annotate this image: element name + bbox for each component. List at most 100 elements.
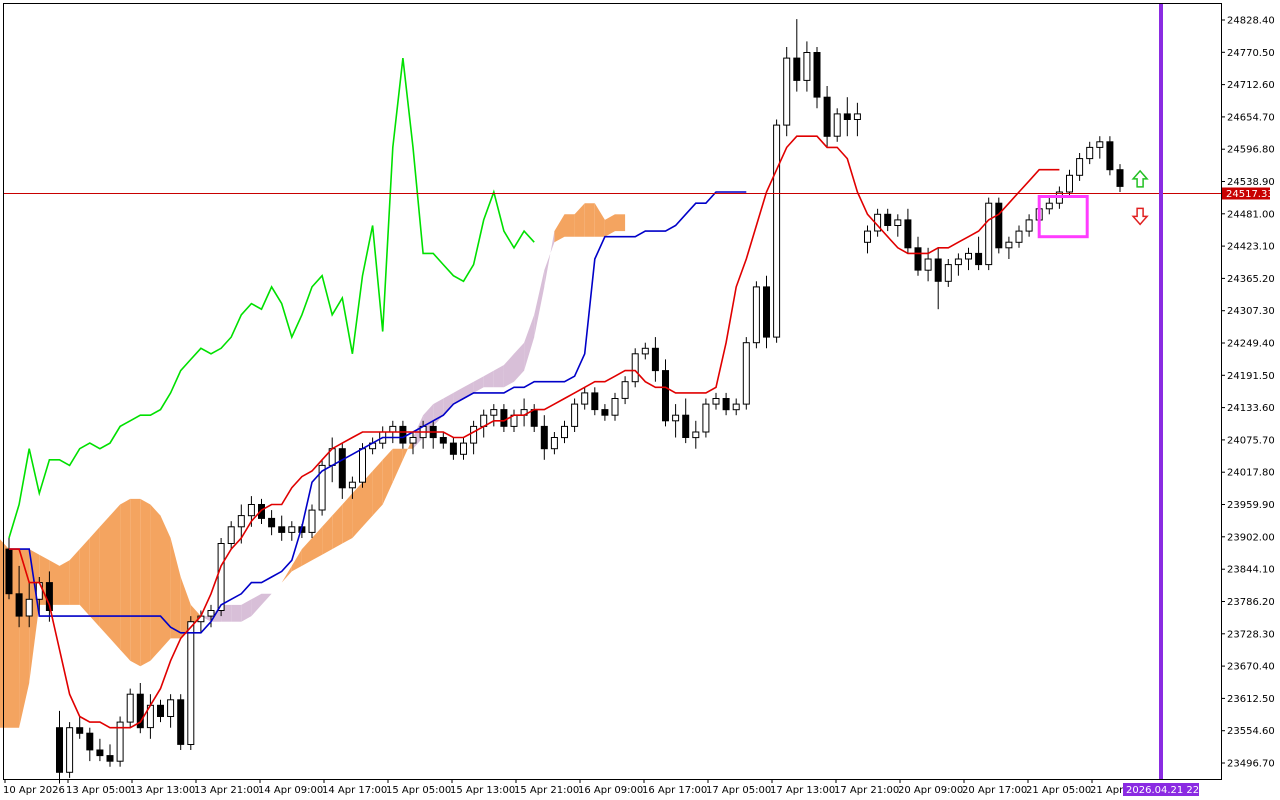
time-marker-tag <box>1123 783 1199 796</box>
time-tick-label: 13 Apr 21:00 <box>194 785 259 796</box>
price-tick-label: 24538.90 <box>1227 177 1275 188</box>
candle-body <box>611 398 619 416</box>
candle-body <box>581 392 589 405</box>
candle-body <box>954 258 962 266</box>
candle-body <box>15 593 23 617</box>
candle-body <box>965 252 972 260</box>
candle-body <box>288 526 296 533</box>
kumo-segment <box>332 504 343 550</box>
time-tick-label: 15 Apr 21:00 <box>514 785 579 796</box>
candle-body <box>975 252 983 266</box>
kumo-segment <box>342 493 353 544</box>
candle-body <box>793 57 801 81</box>
candle-body <box>1086 146 1094 160</box>
kumo-segment <box>261 593 272 605</box>
candle-body <box>621 381 629 399</box>
kumo-segment <box>574 203 585 237</box>
candle-body <box>803 52 811 81</box>
candle-body <box>702 403 710 433</box>
candle-body <box>914 247 922 271</box>
candle-body <box>106 755 114 762</box>
candle-body <box>773 124 781 338</box>
kumo-segment <box>160 515 171 650</box>
candle-body <box>348 481 356 489</box>
price-tick-label: 23496.70 <box>1227 759 1275 770</box>
kumo-segment <box>524 314 535 371</box>
candle-body <box>742 342 750 405</box>
time-tick-label: 20 Apr 09:00 <box>898 785 963 796</box>
current-price-tag <box>1222 187 1270 200</box>
price-tick-label: 24828.40 <box>1227 16 1275 27</box>
time-tick-label: 14 Apr 09:00 <box>258 785 323 796</box>
candle-body <box>783 57 791 126</box>
time-tick-label: 21 Apr 05:00 <box>1026 785 1091 796</box>
candle-body <box>86 732 94 751</box>
kumo-segment <box>544 231 555 287</box>
kumo-segment <box>534 270 545 338</box>
candle-body <box>1076 158 1084 176</box>
candle-body <box>490 409 498 416</box>
kumo-segment <box>110 504 121 650</box>
candle-body <box>631 353 639 383</box>
candle-body <box>571 403 579 427</box>
price-tick-label: 24596.80 <box>1227 145 1275 156</box>
candle-body <box>985 202 993 266</box>
candle-body <box>722 398 730 411</box>
candle-body <box>96 749 104 757</box>
candle-body <box>5 548 13 595</box>
candle-body <box>247 504 255 517</box>
candle-body <box>76 727 84 734</box>
price-tick-label: 24365.20 <box>1227 274 1275 285</box>
candle-body <box>1045 202 1053 210</box>
price-tick-label: 24133.60 <box>1227 403 1275 414</box>
time-tick-label: 17 Apr 21:00 <box>834 785 899 796</box>
kumo-segment <box>584 203 595 237</box>
candle-body <box>662 370 669 422</box>
plot-frame <box>3 3 1222 780</box>
candle-body <box>399 425 407 444</box>
kumo-segment <box>99 515 110 639</box>
candle-body <box>550 437 558 450</box>
kumo-segment <box>130 498 141 667</box>
candle-body <box>843 113 851 121</box>
kumo-segment <box>312 526 323 561</box>
candle-body <box>651 347 659 372</box>
candle-body <box>934 258 942 282</box>
kumo-segment <box>301 538 312 566</box>
kumo-segment <box>503 353 514 388</box>
price-tick-label: 23670.40 <box>1227 662 1275 673</box>
price-tick-label: 23786.20 <box>1227 597 1275 608</box>
time-tick-label: 17 Apr 05:00 <box>706 785 771 796</box>
candle-body <box>338 448 346 489</box>
candle-body <box>409 437 417 444</box>
price-tick-label: 23728.30 <box>1227 629 1275 640</box>
price-tick-label: 23844.10 <box>1227 565 1275 576</box>
candle-body <box>359 448 366 483</box>
candle-body <box>1005 241 1013 249</box>
kumo-segment <box>372 459 383 516</box>
time-tick-label: 15 Apr 13:00 <box>450 785 515 796</box>
candle-body <box>308 509 316 533</box>
time-tick-label: 10 Apr 2026 <box>3 785 65 796</box>
candle-body <box>126 693 134 723</box>
candle-body <box>561 425 568 439</box>
time-tick-label: 16 Apr 09:00 <box>578 785 643 796</box>
candle-body <box>25 598 33 617</box>
candle-body <box>439 437 447 444</box>
candle-body <box>601 409 609 416</box>
kumo-segment <box>473 376 484 393</box>
current-price-label: 24517.33 <box>1226 189 1274 200</box>
candle-body <box>207 610 215 617</box>
kumo-segment <box>251 593 262 617</box>
kumo-segment <box>322 515 333 555</box>
highlight-box <box>1037 195 1089 239</box>
price-tick-label: 24307.30 <box>1227 306 1275 317</box>
candle-body <box>853 113 861 121</box>
chikou-span-line <box>8 58 535 539</box>
kumo-segment <box>241 599 252 622</box>
kumo-segment <box>59 560 70 605</box>
candle-body <box>530 409 538 427</box>
time-tick-label: 13 Apr 13:00 <box>130 785 195 796</box>
